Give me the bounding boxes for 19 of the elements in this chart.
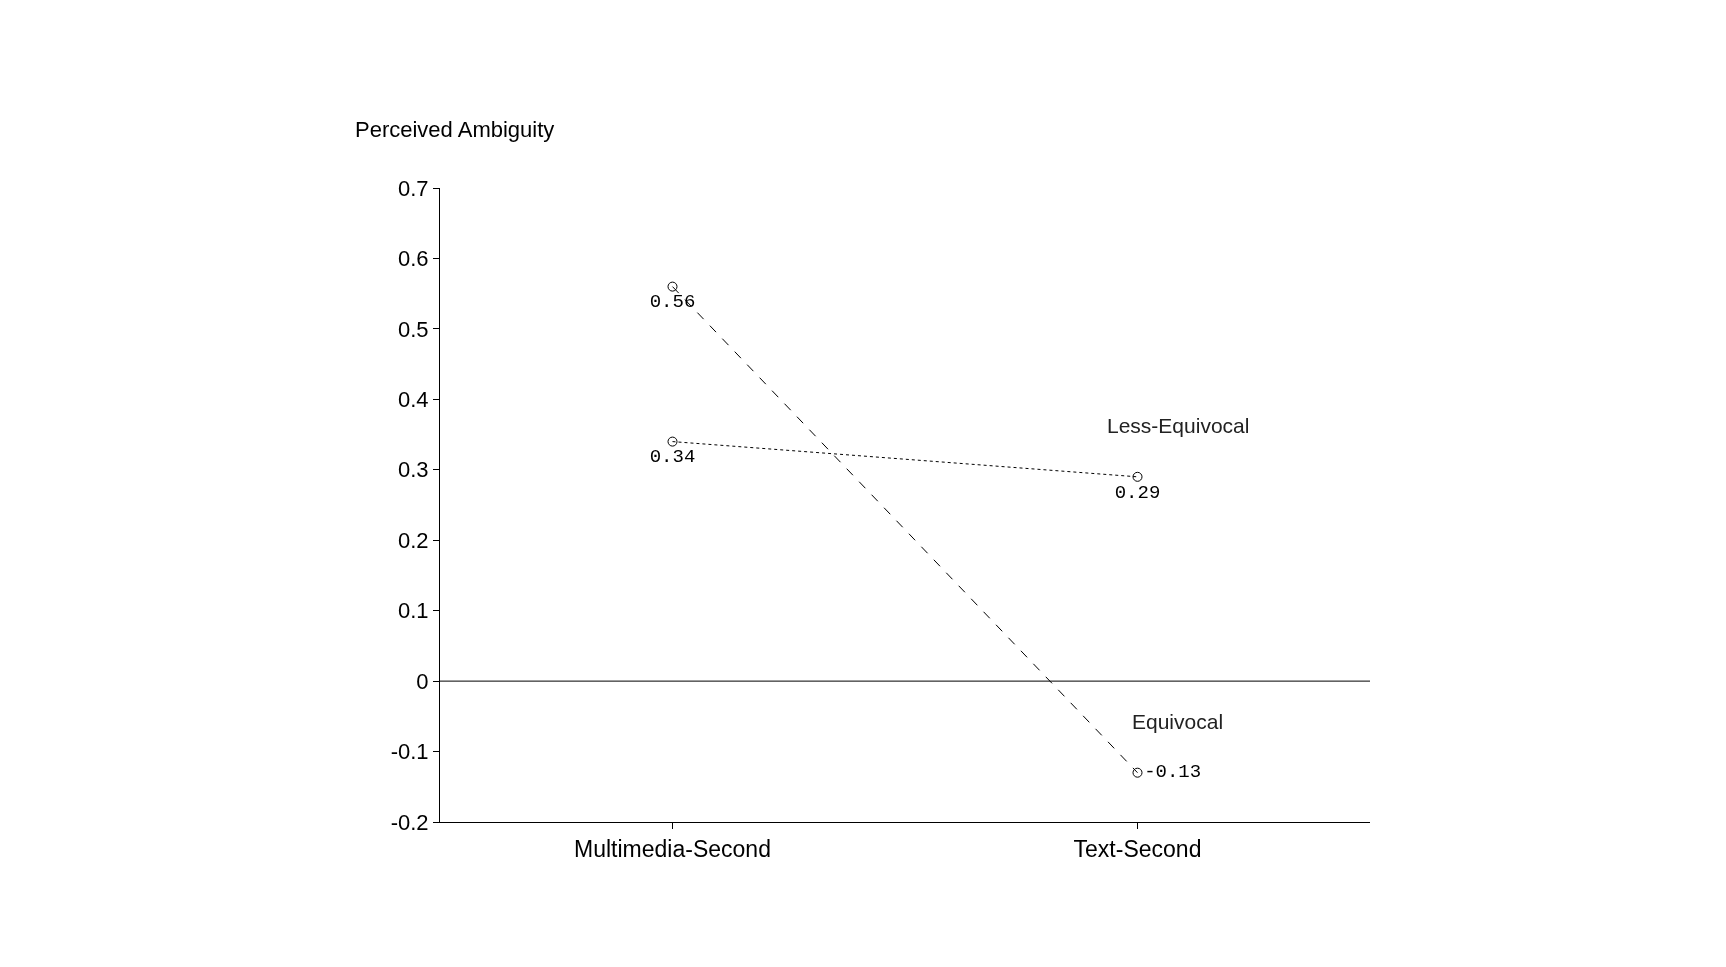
y-tick-label: 0 — [416, 668, 429, 694]
y-tick-label: 0.4 — [398, 387, 429, 413]
y-tick-label: 0.5 — [398, 316, 429, 342]
y-tick-label: 0.3 — [398, 457, 429, 483]
y-axis-title: Perceived Ambiguity — [355, 117, 555, 142]
y-tick-label: 0.6 — [398, 246, 429, 272]
series-label: Equivocal — [1132, 710, 1224, 733]
y-tick-label: -0.1 — [390, 739, 429, 765]
y-tick-label: 0.1 — [398, 598, 429, 624]
data-label: -0.13 — [1144, 761, 1202, 784]
x-tick-label: Text-Second — [1073, 835, 1202, 862]
data-label: 0.29 — [1114, 481, 1161, 504]
series-label: Less-Equivocal — [1107, 414, 1250, 437]
x-tick-label: Multimedia-Second — [574, 835, 771, 862]
data-label: 0.34 — [649, 446, 696, 469]
y-tick-label: -0.2 — [390, 809, 429, 835]
y-tick-label: 0.7 — [398, 175, 429, 201]
data-label: 0.56 — [649, 291, 696, 314]
y-tick-label: 0.2 — [398, 527, 429, 553]
